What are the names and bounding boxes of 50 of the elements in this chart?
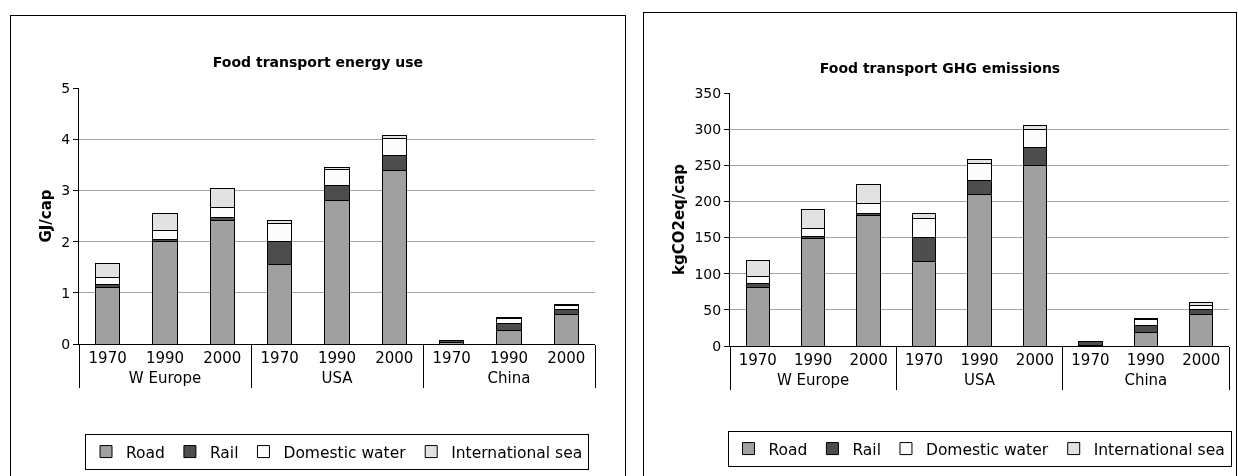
y-tick-label: 0 — [712, 337, 722, 354]
y-tick-label: 50 — [703, 301, 722, 318]
x-tick-label: 1970 — [904, 351, 944, 369]
y-axis-title: kgCO2eq/cap — [669, 163, 688, 276]
x-tick-label: 2000 — [375, 349, 414, 367]
y-tick-label: 4 — [61, 131, 71, 148]
legend-label: International sea — [1093, 440, 1225, 459]
x-tick-label: 1970 — [260, 349, 299, 367]
x-tick-label: 1970 — [88, 349, 127, 367]
chart-title: Food transport GHG emissions — [819, 59, 1061, 76]
legend-label: Rail — [209, 443, 239, 462]
y-axis-title: GJ/cap — [36, 189, 55, 243]
y-tick-label: 100 — [694, 265, 722, 282]
x-tick-label: 1990 — [960, 351, 999, 369]
x-tick-label: 1970 — [432, 349, 471, 367]
x-tick-label: 2000 — [1182, 351, 1221, 369]
text: USA — [321, 369, 354, 387]
x-tick-label: 1990 — [1126, 351, 1165, 369]
chart-title: Food transport energy use — [212, 53, 424, 70]
legend-label: Domestic water — [925, 440, 1049, 459]
x-tick-label: 1970 — [738, 351, 777, 369]
x-tick-label: 1990 — [145, 349, 185, 367]
text: USA — [963, 371, 996, 389]
y-tick-label: 1 — [61, 284, 71, 301]
x-tick-label: 2000 — [203, 349, 242, 367]
y-tick-label: 300 — [694, 121, 722, 138]
y-tick-label: 2 — [61, 233, 71, 250]
x-tick-label: 1990 — [489, 349, 529, 367]
y-tick-label: 0 — [61, 335, 71, 352]
y-tick-label: 350 — [694, 84, 722, 101]
legend-label: Road — [126, 443, 165, 462]
legend-label: Rail — [852, 440, 881, 459]
y-tick-label: 200 — [694, 193, 722, 210]
x-tick-label: 2000 — [849, 351, 888, 369]
legend-label: Domestic water — [283, 443, 407, 462]
text: China — [1124, 371, 1168, 389]
y-tick-label: 5 — [61, 79, 71, 96]
x-tick-label: 2000 — [1015, 351, 1055, 369]
x-tick-label: 1970 — [1071, 351, 1110, 369]
x-tick-label: 2000 — [547, 349, 586, 367]
text: China — [487, 369, 531, 387]
y-tick-label: 250 — [694, 157, 722, 174]
y-tick-label: 150 — [694, 229, 722, 246]
text: W Europe — [776, 371, 850, 389]
text: W Europe — [128, 369, 202, 387]
x-tick-label: 1990 — [794, 351, 833, 369]
x-tick-label: 1990 — [317, 349, 357, 367]
y-tick-label: 3 — [61, 182, 71, 199]
legend-label: Road — [768, 440, 808, 459]
legend-label: International sea — [451, 443, 583, 462]
